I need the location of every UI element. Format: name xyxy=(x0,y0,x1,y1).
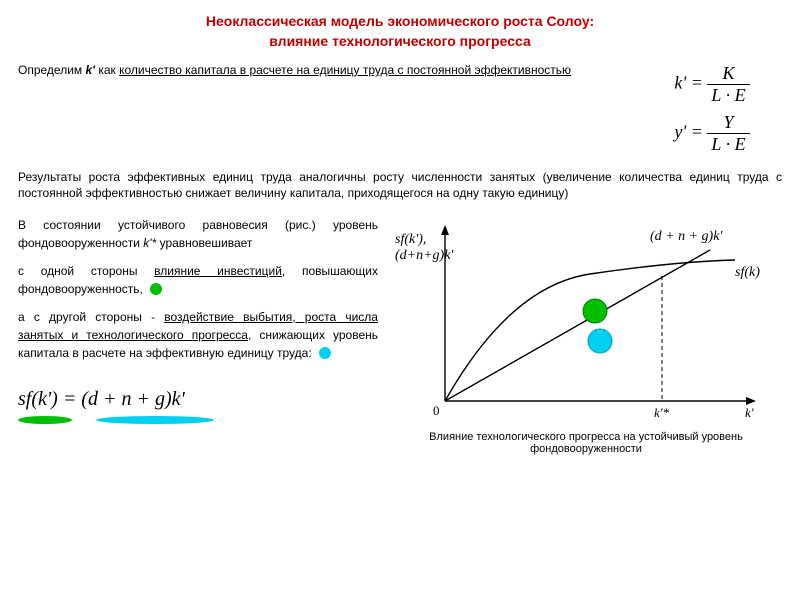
svg-text:0: 0 xyxy=(433,403,440,418)
paragraph-2: Результаты роста эффективных единиц труд… xyxy=(18,169,782,201)
chart-caption: Влияние технологического прогресса на ус… xyxy=(390,431,782,455)
intro-row: Определим k' как количество капитала в р… xyxy=(18,63,782,155)
svg-text:(d + n + g)k': (d + n + g)k' xyxy=(650,229,723,244)
page-title: Неоклассическая модель экономического ро… xyxy=(18,12,782,51)
svg-text:(d+n+g)k': (d+n+g)k' xyxy=(395,248,454,263)
left-text-block: В состоянии устойчивого равновесия (рис.… xyxy=(18,216,390,414)
svg-text:k': k' xyxy=(745,405,754,420)
svg-text:sf(k'),: sf(k'), xyxy=(395,232,426,247)
main-content-row: В состоянии устойчивого равновесия (рис.… xyxy=(18,216,782,446)
formula-block: k' = KL · E y' = YL · E xyxy=(642,63,782,155)
dot-green-icon xyxy=(150,283,162,295)
svg-text:sf(k): sf(k) xyxy=(735,265,760,280)
equation: sf(k') = (d + n + g)k' xyxy=(18,384,185,414)
intro-text: Определим k' как количество капитала в р… xyxy=(18,63,642,77)
dot-cyan-icon xyxy=(319,347,331,359)
svg-text:k'*: k'* xyxy=(654,405,670,420)
ellipse-cyan-icon xyxy=(96,416,214,424)
ellipse-green-icon xyxy=(18,416,72,424)
solow-chart: sf(k'),(d+n+g)k' (d + n + g)k' sf(k) 0 k'* k'… xyxy=(390,216,782,446)
